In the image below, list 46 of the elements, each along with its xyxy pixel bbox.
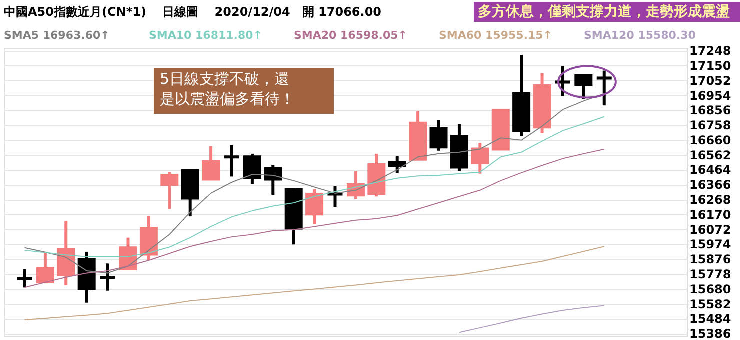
- y-tick-label: 16072: [690, 222, 732, 237]
- candlestick: [471, 142, 490, 174]
- candlestick: [243, 154, 262, 184]
- y-tick-label: 16464: [690, 163, 732, 178]
- y-tick-label: 16268: [690, 193, 732, 208]
- y-tick-label: 17052: [690, 74, 732, 88]
- line-series: [24, 93, 605, 274]
- y-tick-label: 16562: [690, 148, 732, 162]
- y-tick-label: 17248: [690, 44, 732, 58]
- candlestick: [160, 172, 179, 210]
- y-tick-label: 15680: [690, 282, 732, 296]
- text: SMA60 15955.15↑: [439, 29, 552, 42]
- candlestick: [595, 70, 614, 106]
- chart-title: 中國A50指數近月(CN*1) 日線圖 2020/12/04 開 17066.00: [4, 5, 382, 19]
- y-tick-label: 16954: [690, 88, 732, 103]
- candlestick: [202, 146, 220, 181]
- candlestick: [16, 269, 34, 288]
- line-series: [458, 305, 605, 334]
- y-tick-label: 15974: [690, 238, 732, 252]
- y-tick-label: 16758: [690, 118, 732, 133]
- text: SMA5 16963.60↑: [4, 29, 110, 42]
- y-tick-label: 17150: [690, 58, 732, 73]
- y-tick-label: 15876: [690, 252, 732, 267]
- annotation: 5日線支撐不破，還是以震盪偏多看待！: [160, 70, 295, 108]
- y-tick-label: 15484: [690, 312, 732, 326]
- candlestick: [36, 252, 54, 284]
- text: SMA20 16598.05↑: [294, 29, 408, 42]
- candlestick: [430, 120, 448, 151]
- candlestick: [98, 264, 117, 291]
- y-tick-label: 15386: [690, 327, 732, 340]
- y-tick-label: 15582: [690, 297, 732, 312]
- candlestick: [388, 156, 406, 174]
- candlestick: [264, 165, 282, 196]
- candlestick: [222, 145, 241, 177]
- y-tick-label: 15778: [690, 267, 732, 282]
- line-series: [24, 246, 605, 321]
- y-tick-label: 16366: [690, 178, 732, 192]
- candlestick: [326, 186, 344, 208]
- y-tick-label: 16660: [690, 133, 732, 148]
- text: SMA120 15580.30: [584, 29, 696, 42]
- line-series: [24, 148, 605, 288]
- y-tick-label: 16856: [690, 104, 732, 118]
- y-tick-label: 16170: [690, 208, 732, 222]
- text: 多方休息，僅剩支撐力道，走勢形成震盪: [478, 3, 730, 20]
- text: SMA10 16811.80↑: [149, 29, 262, 42]
- candlestick: [306, 189, 324, 224]
